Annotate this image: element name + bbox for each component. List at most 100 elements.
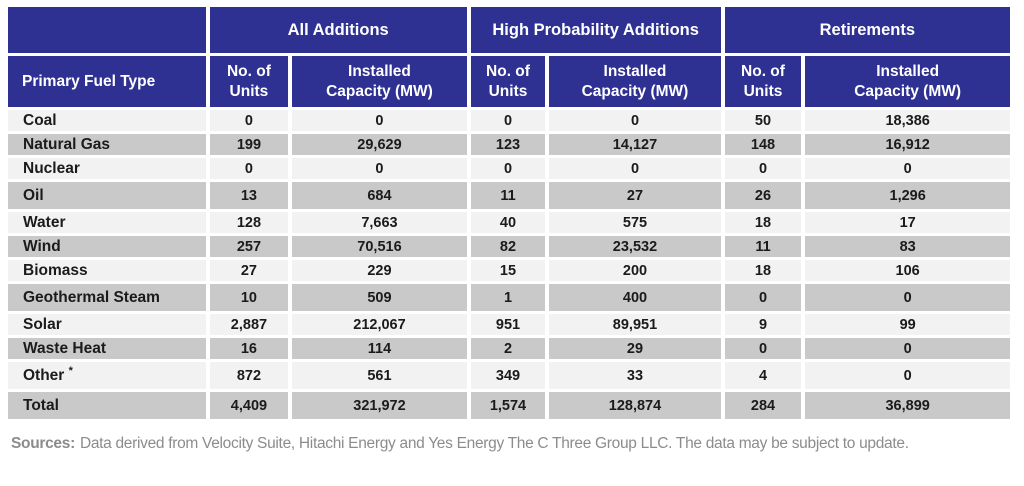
value-cell: 321,972	[292, 392, 467, 419]
value-cell: 0	[209, 158, 289, 179]
value-cell: 123	[470, 134, 546, 155]
column-header-ret-capacity: Installed Capacity (MW)	[805, 56, 1010, 107]
value-cell: 27	[549, 182, 721, 209]
value-cell: 0	[470, 158, 546, 179]
table-row: Geothermal Steam 10 509 1 400 0 0	[8, 284, 1010, 311]
value-cell: 872	[209, 362, 289, 389]
column-header-hp-units: No. of Units	[470, 56, 546, 107]
value-cell: 0	[724, 338, 802, 359]
fuel-type-cell: Total	[8, 392, 206, 419]
value-cell: 0	[292, 110, 467, 131]
value-cell: 212,067	[292, 314, 467, 335]
value-cell: 257	[209, 236, 289, 257]
value-cell: 9	[724, 314, 802, 335]
fuel-type-cell: Coal	[8, 110, 206, 131]
column-header-all-units: No. of Units	[209, 56, 289, 107]
sources-label: Sources:	[11, 435, 75, 452]
value-cell: 11	[470, 182, 546, 209]
column-header-hp-capacity: Installed Capacity (MW)	[549, 56, 721, 107]
table-row: Coal 0 0 0 0 50 18,386	[8, 110, 1010, 131]
value-cell: 229	[292, 260, 467, 281]
fuel-type-label: Oil	[23, 186, 44, 204]
fuel-type-cell: Other *	[8, 362, 206, 389]
column-header-all-capacity: Installed Capacity (MW)	[292, 56, 467, 107]
value-cell: 200	[549, 260, 721, 281]
fuel-type-cell: Waste Heat	[8, 338, 206, 359]
corner-cell	[8, 7, 206, 53]
fuel-type-label: Solar	[23, 315, 62, 333]
fuel-type-label: Biomass	[23, 261, 88, 279]
value-cell: 0	[805, 362, 1010, 389]
value-cell: 10	[209, 284, 289, 311]
value-cell: 33	[549, 362, 721, 389]
value-cell: 17	[805, 212, 1010, 233]
table-row: Wind 257 70,516 82 23,532 11 83	[8, 236, 1010, 257]
fuel-type-cell: Oil	[8, 182, 206, 209]
value-cell: 0	[292, 158, 467, 179]
fuel-type-cell: Geothermal Steam	[8, 284, 206, 311]
value-cell: 50	[724, 110, 802, 131]
value-cell: 0	[470, 110, 546, 131]
value-cell: 26	[724, 182, 802, 209]
group-header-row: All Additions High Probability Additions…	[8, 7, 1010, 53]
value-cell: 284	[724, 392, 802, 419]
value-cell: 18,386	[805, 110, 1010, 131]
value-cell: 70,516	[292, 236, 467, 257]
fuel-type-cell: Nuclear	[8, 158, 206, 179]
value-cell: 2	[470, 338, 546, 359]
table-row: Oil 13 684 11 27 26 1,296	[8, 182, 1010, 209]
table-row: Other * 872 561 349 33 4 0	[8, 362, 1010, 389]
value-cell: 16	[209, 338, 289, 359]
table-body: Coal 0 0 0 0 50 18,386 Natural Gas 199 29,629 123 1…	[8, 110, 1010, 419]
fuel-type-label: Water	[23, 213, 66, 231]
table-row: Nuclear 0 0 0 0 0 0	[8, 158, 1010, 179]
sources-text: Data derived from Velocity Suite, Hitach…	[79, 435, 909, 452]
column-header-label: Installed Capacity (MW)	[854, 63, 962, 100]
fuel-type-label: Total	[23, 396, 59, 414]
value-cell: 83	[805, 236, 1010, 257]
value-cell: 199	[209, 134, 289, 155]
group-header-high-probability-additions: High Probability Additions	[470, 7, 721, 53]
fuel-type-cell: Water	[8, 212, 206, 233]
group-header-retirements: Retirements	[724, 7, 1010, 53]
value-cell: 40	[470, 212, 546, 233]
table-row-total: Total 4,409 321,972 1,574 128,874 284 36,899	[8, 392, 1010, 419]
column-header-label: No. of Units	[226, 63, 271, 100]
table-row: Solar 2,887 212,067 951 89,951 9 99	[8, 314, 1010, 335]
fuel-type-label: Nuclear	[23, 159, 80, 177]
value-cell: 1	[470, 284, 546, 311]
value-cell: 128	[209, 212, 289, 233]
value-cell: 0	[549, 158, 721, 179]
value-cell: 16,912	[805, 134, 1010, 155]
value-cell: 89,951	[549, 314, 721, 335]
value-cell: 400	[549, 284, 721, 311]
column-header-label: No. of Units	[486, 63, 530, 100]
value-cell: 106	[805, 260, 1010, 281]
value-cell: 0	[209, 110, 289, 131]
value-cell: 575	[549, 212, 721, 233]
value-cell: 27	[209, 260, 289, 281]
value-cell: 82	[470, 236, 546, 257]
value-cell: 509	[292, 284, 467, 311]
fuel-type-cell: Wind	[8, 236, 206, 257]
value-cell: 1,574	[470, 392, 546, 419]
sources-line: Sources: Data derived from Velocity Suite…	[11, 435, 1020, 453]
value-cell: 4	[724, 362, 802, 389]
value-cell: 15	[470, 260, 546, 281]
value-cell: 684	[292, 182, 467, 209]
fuel-type-label: Coal	[23, 111, 57, 129]
value-cell: 13	[209, 182, 289, 209]
footnote-asterisk: *	[68, 365, 73, 378]
value-cell: 148	[724, 134, 802, 155]
value-cell: 128,874	[549, 392, 721, 419]
fuel-type-label: Natural Gas	[23, 135, 111, 153]
fuel-type-cell: Solar	[8, 314, 206, 335]
fuel-type-cell: Natural Gas	[8, 134, 206, 155]
value-cell: 561	[292, 362, 467, 389]
value-cell: 99	[805, 314, 1010, 335]
column-header-label: Installed Capacity (MW)	[581, 63, 689, 100]
value-cell: 7,663	[292, 212, 467, 233]
fuel-type-label: Geothermal Steam	[23, 288, 160, 306]
value-cell: 18	[724, 212, 802, 233]
